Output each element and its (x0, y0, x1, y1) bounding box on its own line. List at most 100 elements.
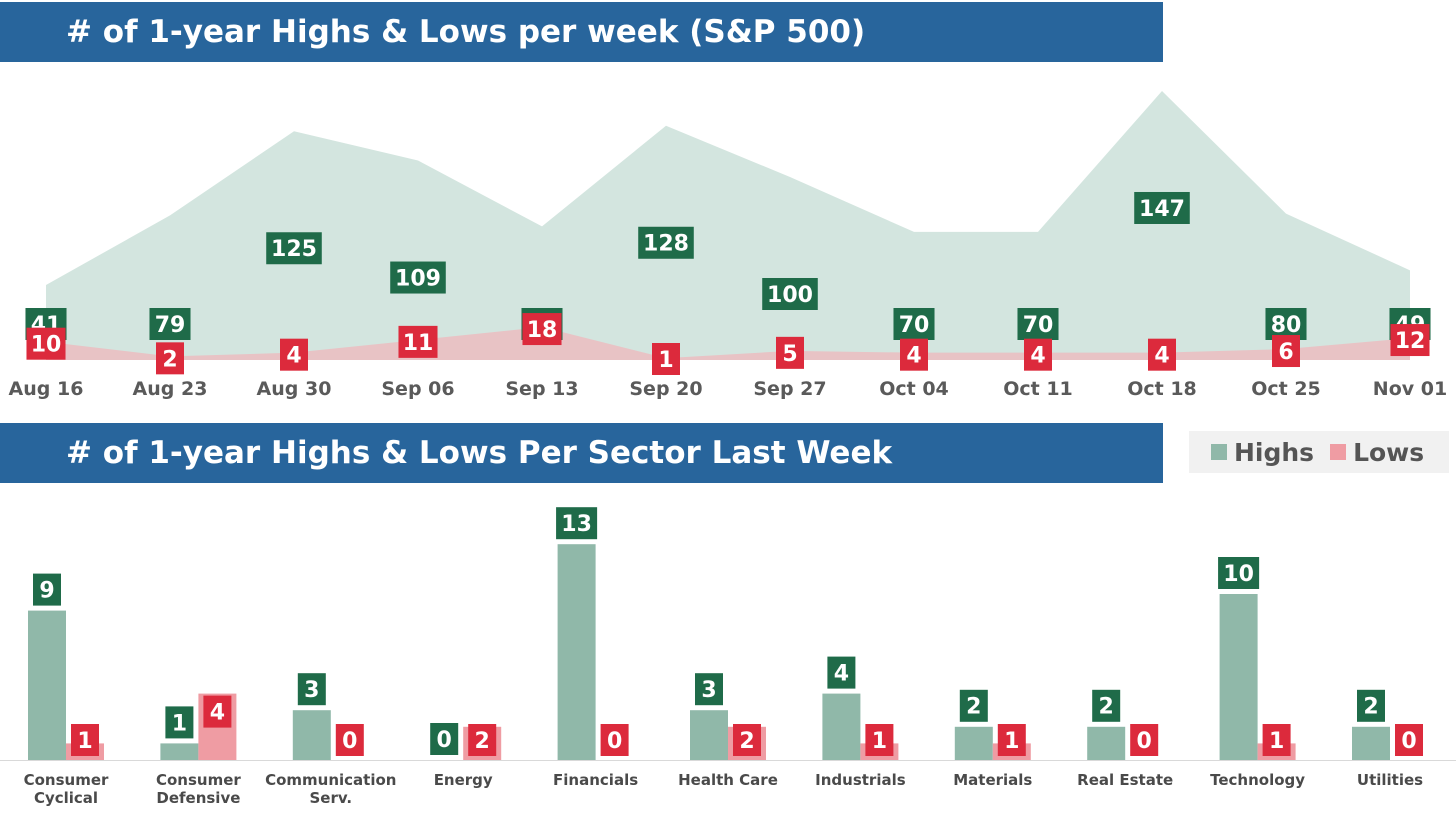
lows-label-1: 2 (156, 342, 184, 375)
lows-label-9-text: 4 (1154, 344, 1169, 369)
highs-label-8-text: 70 (1023, 313, 1054, 338)
lows-bar-label-0-box (71, 724, 99, 756)
highs-bar-label-6: 4 (827, 656, 856, 689)
highs-bar-label-1-box (165, 706, 194, 739)
x-tick-label-5: Sep 20 (629, 378, 702, 400)
legend: Highs Lows (1189, 431, 1449, 473)
highs-bar-8 (1087, 726, 1126, 760)
lows-bar-label-6-text: 1 (872, 729, 887, 754)
highs-label-10: 80 (1265, 308, 1307, 340)
lows-bar-label-4-box (600, 724, 629, 756)
legend-label-highs: Highs (1234, 437, 1315, 467)
lows-label-6-text: 5 (782, 342, 797, 367)
lows-bar-label-5-box (733, 724, 761, 756)
lows-bar-label-7-text: 1 (1004, 729, 1019, 754)
highs-label-10-text: 80 (1271, 313, 1302, 338)
lows-label-3-box (398, 325, 438, 358)
x-tick-label-10: Oct 25 (1251, 378, 1321, 400)
highs-bar-label-5-text: 3 (701, 678, 716, 703)
highs-label-9: 147 (1134, 191, 1190, 224)
highs-bar-label-1: 1 (165, 706, 194, 739)
lows-bar-label-3-box (468, 724, 497, 756)
x-tick-label-6: Sep 27 (753, 378, 826, 400)
highs-bar-label-10-text: 2 (1363, 695, 1378, 720)
lows-label-7: 4 (900, 338, 928, 371)
highs-label-6-text: 100 (767, 283, 813, 308)
lows-label-10: 6 (1272, 335, 1300, 368)
lows-label-2-box (280, 338, 308, 371)
highs-bar-label-7-box (959, 689, 988, 722)
lows-label-1-box (156, 342, 184, 375)
highs-label-1: 79 (149, 308, 191, 340)
highs-label-9-text: 147 (1139, 197, 1185, 222)
lows-bar-label-2-text: 0 (342, 729, 357, 754)
highs-label-8: 70 (1017, 308, 1059, 340)
highs-area (46, 90, 1410, 361)
x-tick-label-1: Aug 23 (133, 378, 208, 400)
x-tick-label-11: Nov 01 (1373, 378, 1447, 400)
lows-label-7-text: 4 (906, 344, 921, 369)
lows-label-7-box (900, 338, 928, 371)
highs-label-10-box (1265, 308, 1307, 340)
highs-bar-label-0: 9 (33, 573, 61, 606)
lows-label-4-box (522, 313, 562, 346)
lows-label-2: 4 (280, 338, 308, 371)
lows-bar-label-1-box (203, 695, 232, 728)
category-label-3: Energy (434, 771, 493, 789)
lows-bar-label-1-text: 4 (210, 701, 225, 726)
highs-label-3-box (390, 261, 446, 294)
highs-label-2-text: 125 (271, 237, 317, 262)
lows-label-8-box (1024, 338, 1052, 371)
highs-label-5-text: 128 (643, 232, 689, 257)
lows-bar-label-0-text: 1 (77, 729, 92, 754)
lows-label-9-box (1148, 338, 1176, 371)
category-label-7: Materials (953, 771, 1032, 789)
highs-bar-label-6-box (827, 656, 856, 689)
lows-bar-label-10-text: 0 (1401, 729, 1416, 754)
weekly-area-chart: 4179125109731281007070147804910241118154… (9, 90, 1447, 400)
highs-bar-5 (690, 710, 728, 760)
highs-label-2: 125 (266, 232, 322, 265)
weekly-chart-title: # of 1-year Highs & Lows per week (S&P 5… (0, 2, 1163, 62)
highs-bar-label-0-box (33, 573, 61, 606)
lows-label-11: 12 (1390, 324, 1430, 357)
lows-bar-label-4: 0 (600, 724, 629, 756)
lows-bar-label-8-box (1130, 724, 1159, 756)
highs-bar-label-6-text: 4 (834, 662, 849, 687)
highs-bar-label-0-text: 9 (39, 579, 54, 604)
lows-label-0: 10 (26, 327, 66, 360)
highs-bar-6 (822, 693, 861, 760)
lows-bar-label-2-box (335, 724, 364, 756)
highs-bar-label-9-text: 10 (1223, 562, 1254, 587)
lows-bar-label-9-box (1262, 724, 1291, 756)
lows-label-6-box (776, 336, 804, 369)
lows-label-3: 11 (398, 325, 438, 358)
highs-bar-label-8: 2 (1092, 689, 1121, 722)
highs-bar-label-8-box (1092, 689, 1121, 722)
highs-bar-2 (292, 710, 331, 760)
highs-bar-1 (160, 743, 199, 760)
highs-bar-label-1-text: 1 (172, 711, 187, 736)
highs-label-3-text: 109 (395, 266, 441, 291)
highs-label-8-box (1017, 308, 1059, 340)
category-label-6: Industrials (815, 771, 906, 789)
lows-bar-label-8-text: 0 (1137, 729, 1152, 754)
category-label-1: Consumer Defensive (156, 771, 241, 807)
highs-label-3: 109 (390, 261, 446, 294)
x-tick-label-2: Aug 30 (257, 378, 332, 400)
legend-label-lows: Lows (1353, 437, 1425, 467)
x-tick-label-3: Sep 06 (381, 378, 454, 400)
highs-bar-7 (954, 726, 993, 760)
category-label-4: Financials (553, 771, 638, 789)
lows-label-5-text: 1 (658, 348, 673, 373)
sector-chart-title: # of 1-year Highs & Lows Per Sector Last… (0, 423, 1163, 483)
lows-bar-label-0: 1 (71, 724, 99, 756)
lows-bar-label-8: 0 (1130, 724, 1159, 756)
highs-label-1-text: 79 (155, 313, 186, 338)
highs-bar-label-2-box (297, 673, 326, 706)
lows-label-1-text: 2 (162, 347, 177, 372)
lows-bar-label-10: 0 (1395, 724, 1423, 756)
highs-bar-10 (1352, 726, 1390, 760)
category-label-9: Technology (1210, 771, 1305, 789)
legend-item-lows: Lows (1330, 438, 1424, 467)
